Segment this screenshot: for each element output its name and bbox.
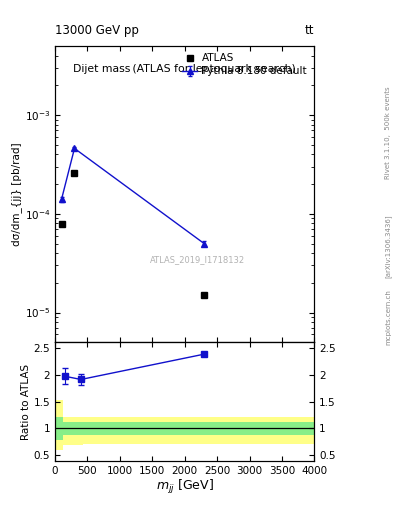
Bar xyxy=(83,422,99,435)
Text: Rivet 3.1.10,  500k events: Rivet 3.1.10, 500k events xyxy=(385,87,391,179)
Bar xyxy=(63,417,83,444)
Text: tt: tt xyxy=(305,24,314,37)
Text: 13000 GeV pp: 13000 GeV pp xyxy=(55,24,139,37)
Text: mcplots.cern.ch: mcplots.cern.ch xyxy=(385,289,391,346)
Line: ATLAS: ATLAS xyxy=(58,169,208,298)
Text: Dijet mass (ATLAS for leptoquark search): Dijet mass (ATLAS for leptoquark search) xyxy=(73,64,296,74)
Bar xyxy=(55,417,63,440)
ATLAS xyxy=(59,221,64,227)
Bar xyxy=(99,422,314,435)
Text: [arXiv:1306.3436]: [arXiv:1306.3436] xyxy=(384,214,391,278)
Bar xyxy=(63,422,83,435)
X-axis label: $m_{jj}$ [GeV]: $m_{jj}$ [GeV] xyxy=(156,478,214,497)
Bar xyxy=(55,400,63,450)
Y-axis label: dσ/dm_{jj} [pb/rad]: dσ/dm_{jj} [pb/rad] xyxy=(11,142,22,246)
Y-axis label: Ratio to ATLAS: Ratio to ATLAS xyxy=(21,364,31,440)
Legend: ATLAS, Pythia 8.180 default: ATLAS, Pythia 8.180 default xyxy=(180,51,309,78)
ATLAS xyxy=(202,292,207,298)
Text: ATLAS_2019_I1718132: ATLAS_2019_I1718132 xyxy=(150,255,245,264)
Bar xyxy=(99,417,314,443)
Bar xyxy=(83,417,99,443)
ATLAS xyxy=(72,170,77,176)
